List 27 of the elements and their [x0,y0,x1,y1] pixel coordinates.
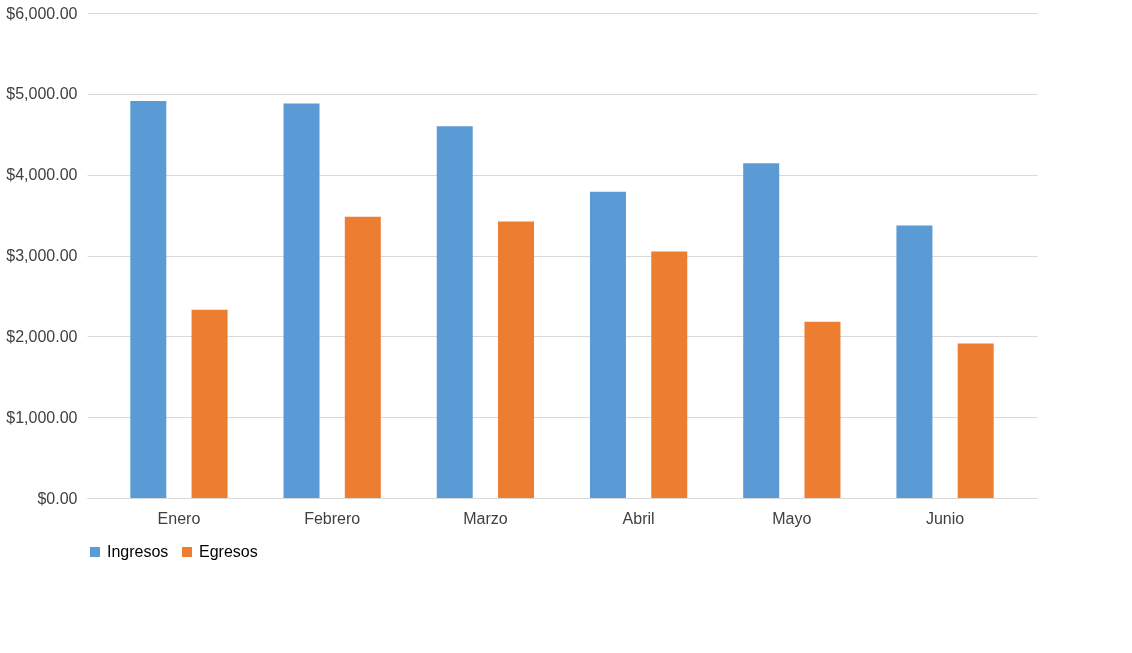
bar [957,343,994,498]
y-tick-label: $1,000.00 [6,408,78,426]
x-tick-label: Marzo [463,509,508,527]
y-tick-label: $4,000.00 [6,166,78,184]
y-tick-label: $0.00 [37,489,78,507]
bar [743,163,780,498]
bar [283,103,320,498]
y-tick-label: $3,000.00 [6,247,78,264]
bar [130,101,167,498]
bar [436,126,473,498]
x-tick-label: Junio [925,509,965,527]
x-tick-label: Enero [157,509,201,527]
y-tick-label: $2,000.00 [6,327,78,345]
legend-label: Ingresos [107,543,169,560]
x-tick-label: Abril [622,509,655,527]
bar [344,216,381,498]
bar [804,321,841,498]
y-tick-label: $6,000.00 [6,4,78,22]
bar [651,251,688,498]
bar [896,225,933,498]
x-tick-label: Febrero [304,509,361,527]
bar [589,191,626,498]
bar [191,309,228,498]
x-tick-label: Mayo [772,509,812,527]
legend-label: Egresos [199,543,258,560]
y-tick-label: $5,000.00 [6,85,78,103]
bar [498,221,535,498]
